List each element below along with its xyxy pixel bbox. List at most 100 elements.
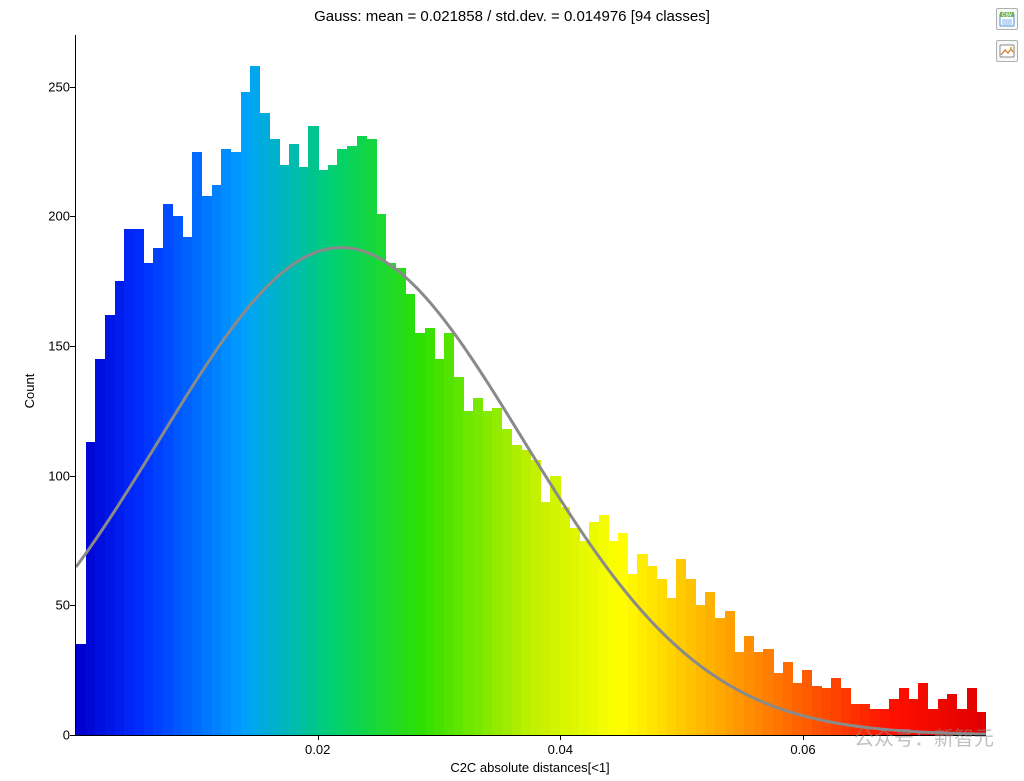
histogram-bar bbox=[76, 644, 86, 735]
histogram-bar bbox=[850, 704, 860, 735]
histogram-bar bbox=[938, 699, 948, 735]
histogram-bar bbox=[531, 460, 541, 735]
histogram-bar bbox=[725, 611, 735, 735]
histogram-bar bbox=[560, 507, 570, 735]
histogram-bar bbox=[860, 704, 870, 735]
histogram-bar bbox=[454, 377, 464, 735]
histogram-bar bbox=[95, 359, 105, 735]
histogram-bar bbox=[521, 450, 531, 735]
export-image-button[interactable] bbox=[996, 40, 1018, 62]
histogram-bar bbox=[550, 476, 560, 735]
histogram-bar bbox=[928, 709, 938, 735]
x-axis-label: C2C absolute distances[<1] bbox=[75, 760, 985, 775]
histogram-bar bbox=[705, 592, 715, 735]
plot-area bbox=[75, 35, 986, 736]
histogram-bar bbox=[153, 248, 163, 735]
histogram-bar bbox=[134, 229, 144, 735]
histogram-bar bbox=[115, 281, 125, 735]
image-icon bbox=[999, 43, 1015, 59]
histogram-bar bbox=[444, 333, 454, 735]
y-tick-label: 100 bbox=[40, 468, 70, 483]
histogram-bar bbox=[734, 652, 744, 735]
x-tick-label: 0.04 bbox=[548, 742, 573, 757]
histogram-bar bbox=[657, 579, 667, 735]
histogram-bar bbox=[589, 522, 599, 735]
histogram-bar bbox=[821, 688, 831, 735]
histogram-bar bbox=[425, 328, 435, 735]
histogram-bar bbox=[347, 146, 357, 735]
histogram-bar bbox=[667, 598, 677, 735]
histogram-bar bbox=[463, 411, 473, 735]
y-tick-label: 150 bbox=[40, 339, 70, 354]
histogram-bar bbox=[754, 652, 764, 735]
histogram-bar bbox=[637, 554, 647, 735]
histogram-bar bbox=[880, 709, 890, 735]
histogram-bar bbox=[889, 699, 899, 735]
y-tick-label: 200 bbox=[40, 209, 70, 224]
svg-text:CSV: CSV bbox=[1002, 13, 1013, 19]
histogram-bar bbox=[202, 196, 212, 735]
histogram-bar bbox=[376, 214, 386, 735]
histogram-bar bbox=[628, 574, 638, 735]
histogram-bars bbox=[76, 35, 986, 735]
histogram-bar bbox=[182, 237, 192, 735]
histogram-bar bbox=[676, 559, 686, 735]
histogram-bar bbox=[812, 686, 822, 735]
histogram-bar bbox=[308, 126, 318, 735]
histogram-bar bbox=[231, 152, 241, 735]
histogram-bar bbox=[783, 662, 793, 735]
histogram-bar bbox=[86, 442, 96, 735]
histogram-bar bbox=[318, 170, 328, 735]
histogram-bar bbox=[163, 204, 173, 735]
histogram-bar bbox=[192, 152, 202, 735]
histogram-bar bbox=[483, 411, 493, 735]
histogram-bar bbox=[899, 688, 909, 735]
histogram-bar bbox=[386, 263, 396, 735]
histogram-bar bbox=[173, 216, 183, 735]
histogram-bar bbox=[328, 165, 338, 735]
export-csv-button[interactable]: CSV bbox=[996, 8, 1018, 30]
histogram-bar bbox=[124, 229, 134, 735]
histogram-bar bbox=[647, 566, 657, 735]
y-tick-label: 250 bbox=[40, 79, 70, 94]
y-tick-mark bbox=[70, 735, 75, 736]
histogram-bar bbox=[715, 618, 725, 735]
histogram-bar bbox=[512, 445, 522, 735]
x-tick-mark bbox=[803, 735, 804, 740]
x-tick-label: 0.06 bbox=[790, 742, 815, 757]
histogram-bar bbox=[841, 688, 851, 735]
histogram-bar bbox=[909, 699, 919, 735]
histogram-bar bbox=[976, 712, 986, 735]
y-tick-label: 0 bbox=[40, 728, 70, 743]
histogram-bar bbox=[967, 688, 977, 735]
histogram-bar bbox=[250, 66, 260, 735]
histogram-bar bbox=[337, 149, 347, 735]
x-tick-mark bbox=[560, 735, 561, 740]
histogram-bar bbox=[405, 294, 415, 735]
histogram-bar bbox=[802, 670, 812, 735]
histogram-bar bbox=[831, 678, 841, 735]
histogram-bar bbox=[144, 263, 154, 735]
histogram-bar bbox=[279, 165, 289, 735]
histogram-bar bbox=[947, 694, 957, 735]
chart-title: Gauss: mean = 0.021858 / std.dev. = 0.01… bbox=[0, 8, 1024, 25]
histogram-bar bbox=[260, 113, 270, 735]
histogram-bar bbox=[105, 315, 115, 735]
histogram-bar bbox=[270, 139, 280, 735]
histogram-bar bbox=[696, 605, 706, 735]
histogram-bar bbox=[957, 709, 967, 735]
histogram-bar bbox=[221, 149, 231, 735]
x-tick-mark bbox=[318, 735, 319, 740]
histogram-bar bbox=[473, 398, 483, 735]
histogram-bar bbox=[502, 429, 512, 735]
histogram-bar bbox=[792, 683, 802, 735]
y-tick-mark bbox=[70, 476, 75, 477]
histogram-bar bbox=[599, 515, 609, 735]
histogram-bar bbox=[918, 683, 928, 735]
csv-icon: CSV bbox=[999, 11, 1015, 27]
histogram-bar bbox=[415, 333, 425, 735]
y-axis-label: Count bbox=[22, 373, 37, 408]
y-tick-label: 50 bbox=[40, 598, 70, 613]
histogram-bar bbox=[299, 167, 309, 735]
histogram-bar bbox=[541, 502, 551, 735]
